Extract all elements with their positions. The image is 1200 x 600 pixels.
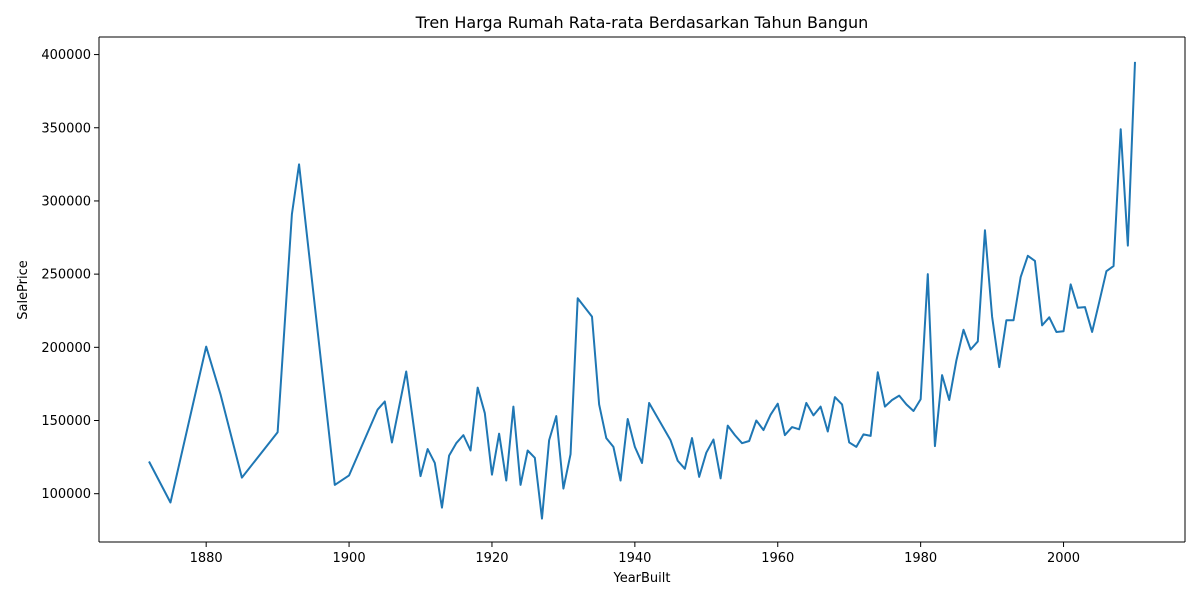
chart-title: Tren Harga Rumah Rata-rata Berdasarkan T…: [415, 13, 869, 32]
y-tick-label: 200000: [41, 341, 91, 356]
y-tick-label: 150000: [41, 414, 91, 429]
x-tick-label: 1940: [618, 551, 651, 566]
y-tick-label: 300000: [41, 194, 91, 209]
x-tick-label: 2000: [1047, 551, 1080, 566]
x-tick-label: 1880: [190, 551, 223, 566]
y-tick-label: 400000: [41, 48, 91, 63]
y-tick-label: 350000: [41, 121, 91, 136]
x-axis-label: YearBuilt: [612, 571, 670, 586]
x-tick-label: 1980: [904, 551, 937, 566]
x-tick-label: 1900: [333, 551, 366, 566]
series-line: [148, 61, 1136, 520]
x-tick-label: 1960: [761, 551, 794, 566]
plot-area: 1880 1900 1920 1940 1960 1980 2000 100000 150000…: [41, 36, 1186, 566]
y-axis-label: SalePrice: [16, 260, 31, 320]
y-tick-label: 250000: [41, 268, 91, 283]
x-tick-label: 1920: [475, 551, 508, 566]
y-tick-label: 100000: [41, 487, 91, 502]
